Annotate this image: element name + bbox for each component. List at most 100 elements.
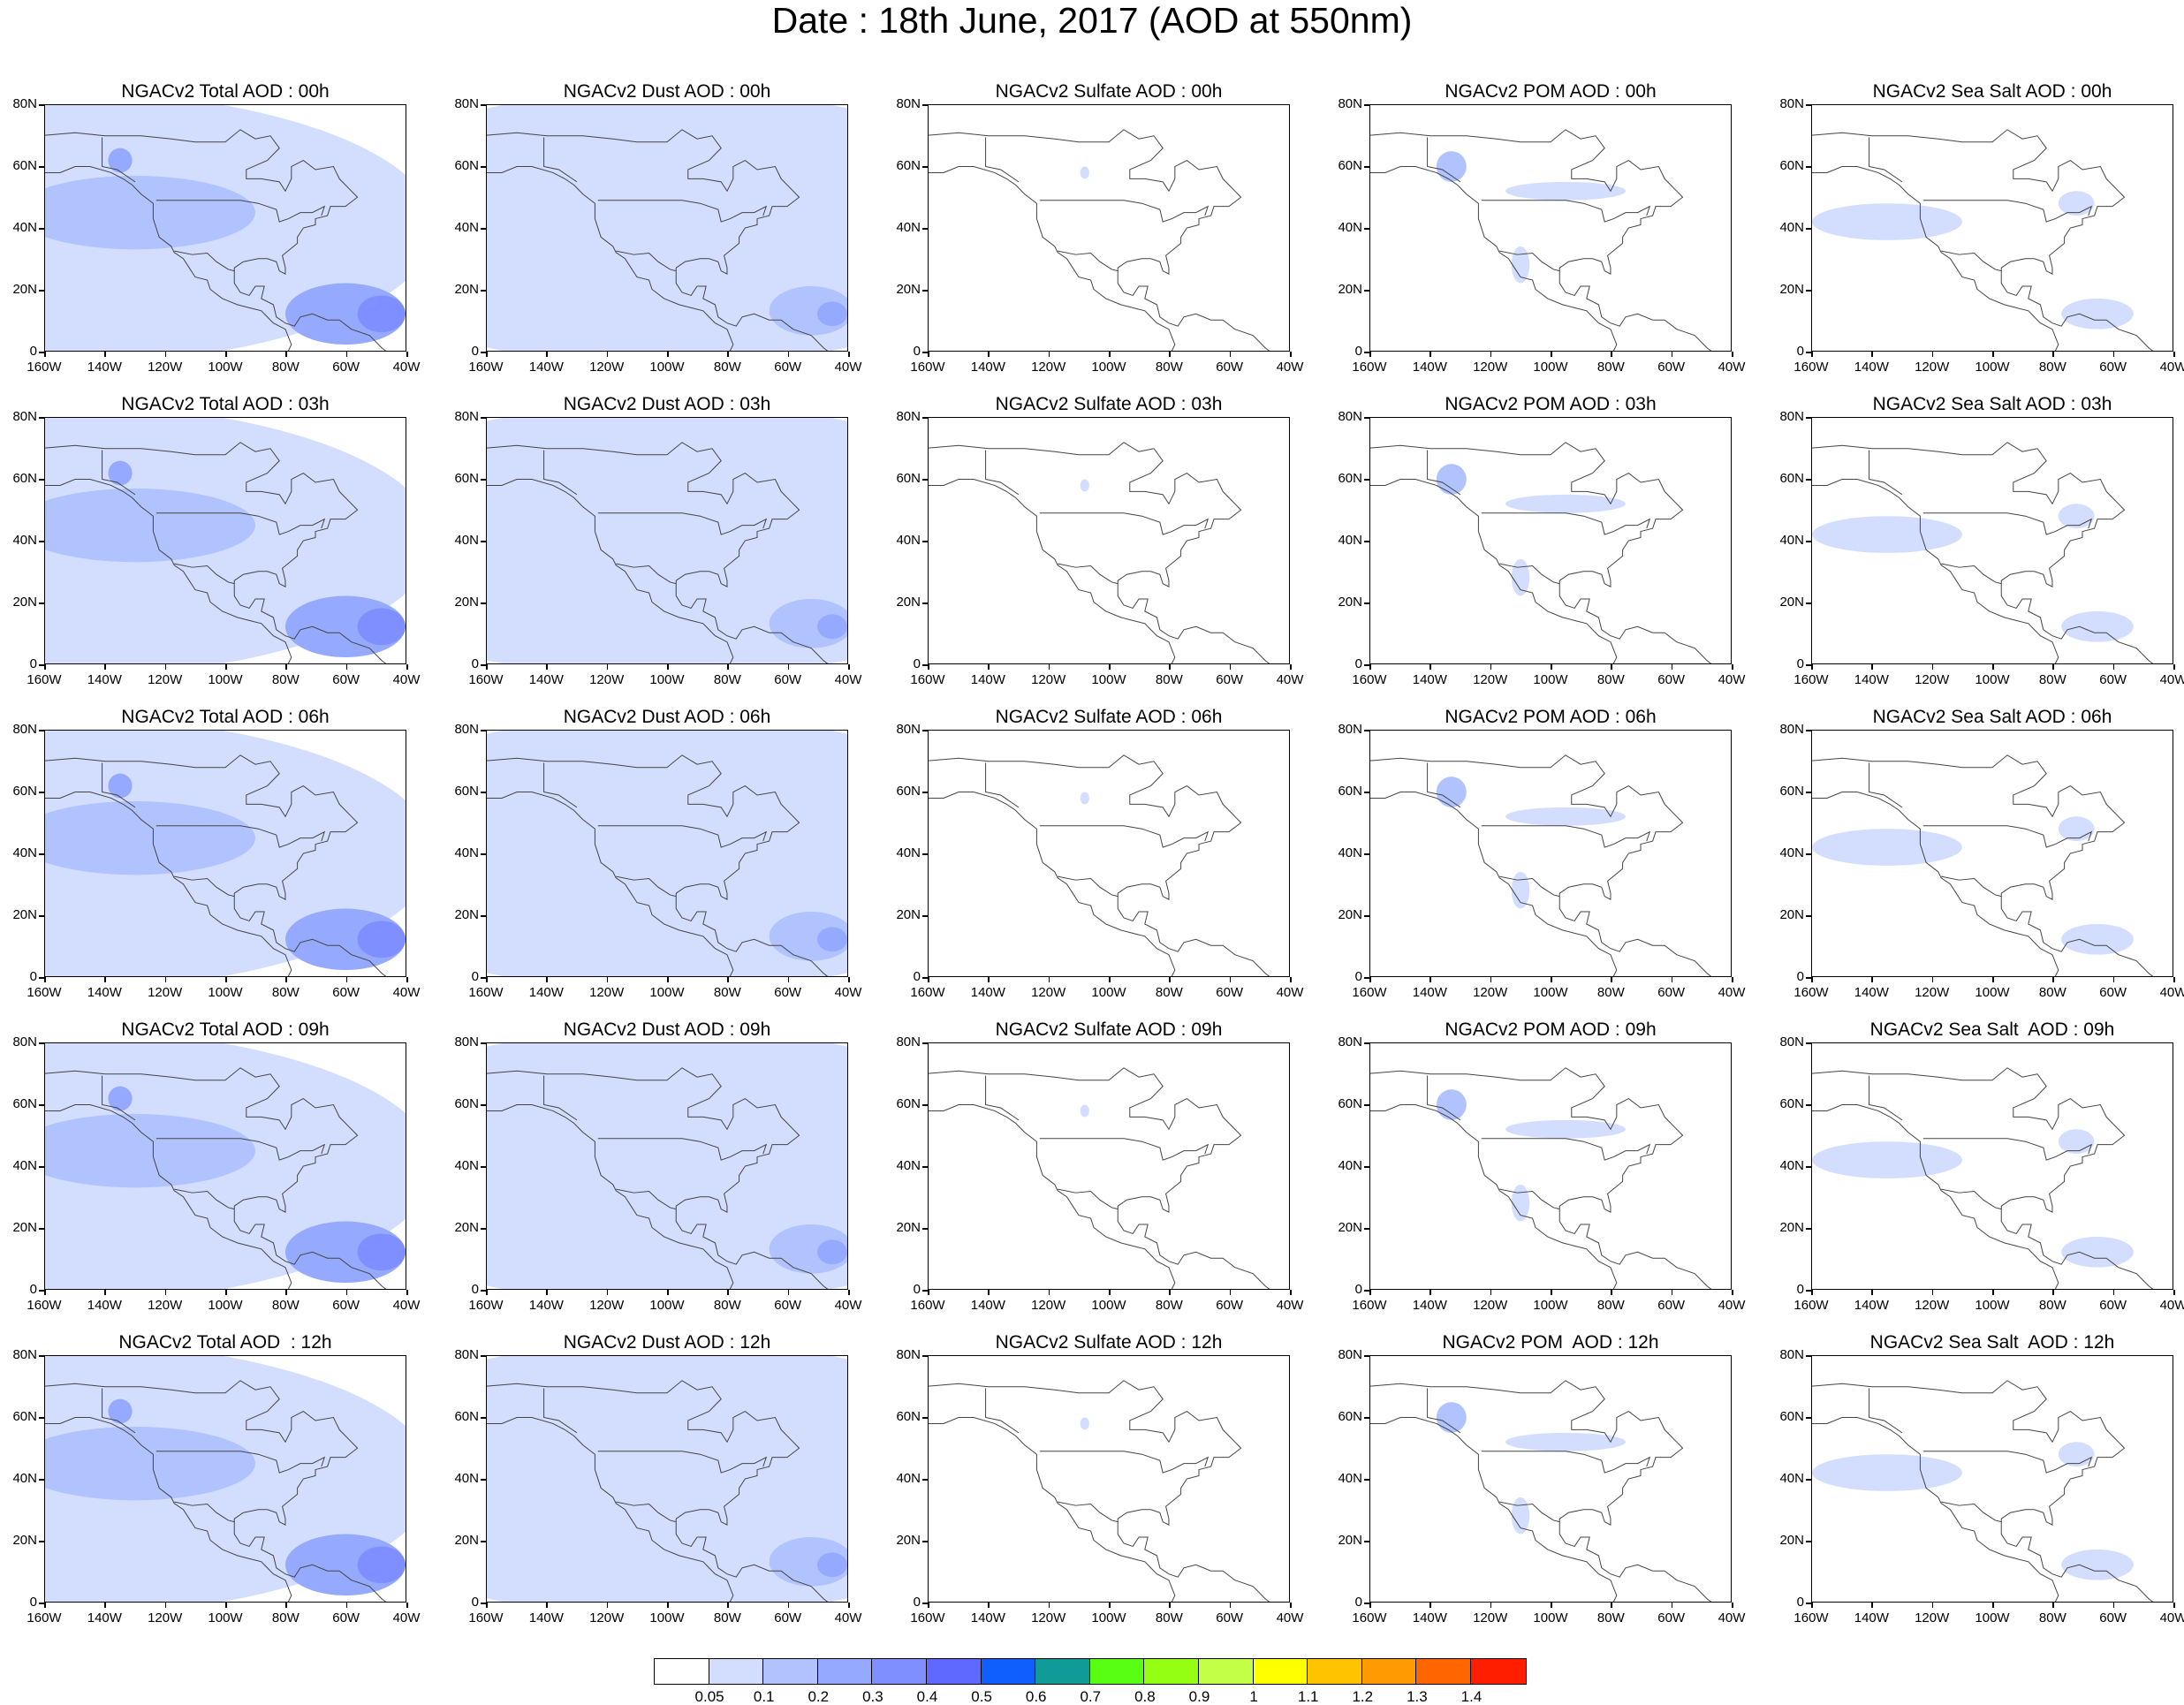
longitude-tick — [1290, 977, 1292, 982]
coastline — [1370, 166, 1618, 351]
latitude-label: 40N — [1779, 220, 1804, 235]
longitude-tick — [727, 1603, 729, 1608]
colorbar-swatch — [1308, 1659, 1362, 1684]
latitude-tick — [481, 1104, 486, 1106]
aod-shading — [1080, 166, 1089, 179]
aod-shading — [108, 773, 133, 799]
coastline — [487, 129, 829, 351]
longitude-tick — [727, 977, 729, 982]
coastline — [1499, 1188, 1560, 1210]
latitude-label: 40N — [1779, 1471, 1804, 1486]
latitude-tick — [1806, 1166, 1811, 1168]
panel-title: NGACv2 Total AOD : 09h — [121, 1019, 330, 1040]
longitude-tick — [1229, 1290, 1232, 1295]
map-plot-area — [928, 1355, 1290, 1603]
colorbar-swatch — [1035, 1659, 1090, 1684]
latitude-label: 40N — [454, 533, 479, 548]
coastline — [155, 1451, 326, 1474]
coastline — [1370, 754, 1712, 976]
longitude-label: 140W — [1412, 1610, 1447, 1625]
latitude-label: 40N — [896, 1471, 921, 1486]
longitude-tick — [1931, 977, 1934, 982]
aod-colorbar — [654, 1658, 1527, 1685]
latitude-label: 80N — [896, 409, 921, 424]
aod-shading — [1812, 1454, 1962, 1491]
longitude-tick — [1551, 977, 1552, 982]
latitude-tick — [1806, 541, 1811, 542]
map-panel: NGACv2 POM AOD : 12h 80N 60N 40N 20N 0 160W 140… — [1334, 1330, 1767, 1648]
longitude-tick — [1109, 352, 1111, 357]
longitude-tick — [1871, 977, 1873, 982]
longitude-label: 100W — [208, 1298, 243, 1313]
longitude-label: 120W — [148, 360, 183, 375]
aod-shading — [817, 1239, 847, 1265]
longitude-tick — [1611, 1603, 1612, 1608]
latitude-tick — [922, 664, 928, 666]
latitude-tick — [1364, 977, 1369, 979]
coastline — [929, 1417, 1176, 1602]
latitude-label: 40N — [12, 533, 37, 548]
longitude-label: 140W — [528, 985, 564, 1000]
longitude-tick — [848, 977, 850, 982]
latitude-tick — [481, 290, 486, 292]
latitude-label: 40N — [1779, 533, 1804, 548]
longitude-label: 60W — [1657, 1610, 1686, 1625]
colorbar-tick-label: 0.6 — [1025, 1688, 1047, 1705]
coastline — [1370, 1067, 1712, 1289]
longitude-tick — [285, 352, 287, 357]
colorbar-tick-label: 1.2 — [1352, 1688, 1374, 1705]
latitude-tick — [922, 541, 928, 542]
longitude-label: 40W — [392, 1298, 421, 1313]
coastline — [1499, 250, 1560, 272]
latitude-tick — [39, 1417, 44, 1419]
aod-shading — [1812, 829, 1962, 866]
map-panel: NGACv2 POM AOD : 00h 80N 60N 40N 20N 0 160W 140… — [1334, 80, 1767, 398]
latitude-label: 80N — [454, 1034, 479, 1050]
longitude-label: 40W — [392, 360, 421, 375]
latitude-tick — [481, 1603, 486, 1604]
longitude-label: 40W — [834, 360, 862, 375]
coastline — [102, 450, 136, 496]
map-plot-area — [486, 1355, 848, 1603]
longitude-tick — [1109, 977, 1111, 982]
latitude-label: 60N — [1779, 158, 1804, 173]
latitude-label: 40N — [896, 533, 921, 548]
latitude-label: 0 — [1796, 656, 1804, 671]
longitude-label: 100W — [1533, 1610, 1568, 1625]
longitude-tick — [1229, 352, 1232, 357]
map-panel: NGACv2 Total AOD : 03h 80N 60N 40N 20N 0 160W 1… — [9, 392, 442, 710]
longitude-label: 120W — [1915, 672, 1950, 687]
coastline — [543, 762, 578, 808]
aod-shading — [108, 148, 133, 173]
coastline — [1427, 450, 1461, 496]
latitude-label: 0 — [471, 344, 479, 359]
longitude-label: 120W — [1031, 672, 1066, 687]
longitude-label: 120W — [1473, 985, 1508, 1000]
longitude-tick — [345, 1290, 348, 1295]
latitude-tick — [922, 479, 928, 481]
coastline — [1370, 1380, 1712, 1602]
longitude-tick — [988, 352, 990, 357]
longitude-label: 80W — [271, 360, 300, 375]
longitude-tick — [1811, 1603, 1813, 1608]
latitude-tick — [1806, 290, 1811, 292]
latitude-label: 60N — [12, 1096, 37, 1111]
panel-title: NGACv2 Sea Salt AOD : 06h — [1872, 707, 2112, 727]
longitude-tick — [1229, 1603, 1232, 1608]
coastline — [985, 450, 1020, 496]
longitude-label: 80W — [1596, 672, 1625, 687]
longitude-tick — [787, 1603, 790, 1608]
latitude-label: 0 — [1354, 969, 1362, 984]
longitude-tick — [1671, 352, 1673, 357]
aod-shading — [1505, 807, 1626, 826]
longitude-label: 120W — [589, 672, 625, 687]
longitude-label: 140W — [1412, 985, 1447, 1000]
latitude-tick — [39, 352, 44, 353]
latitude-tick — [481, 792, 486, 793]
map-plot-area — [44, 104, 406, 352]
longitude-label: 160W — [910, 1610, 945, 1625]
coastline — [45, 129, 387, 351]
longitude-tick — [606, 1603, 609, 1608]
latitude-tick — [1364, 541, 1369, 542]
latitude-tick — [39, 1290, 44, 1292]
